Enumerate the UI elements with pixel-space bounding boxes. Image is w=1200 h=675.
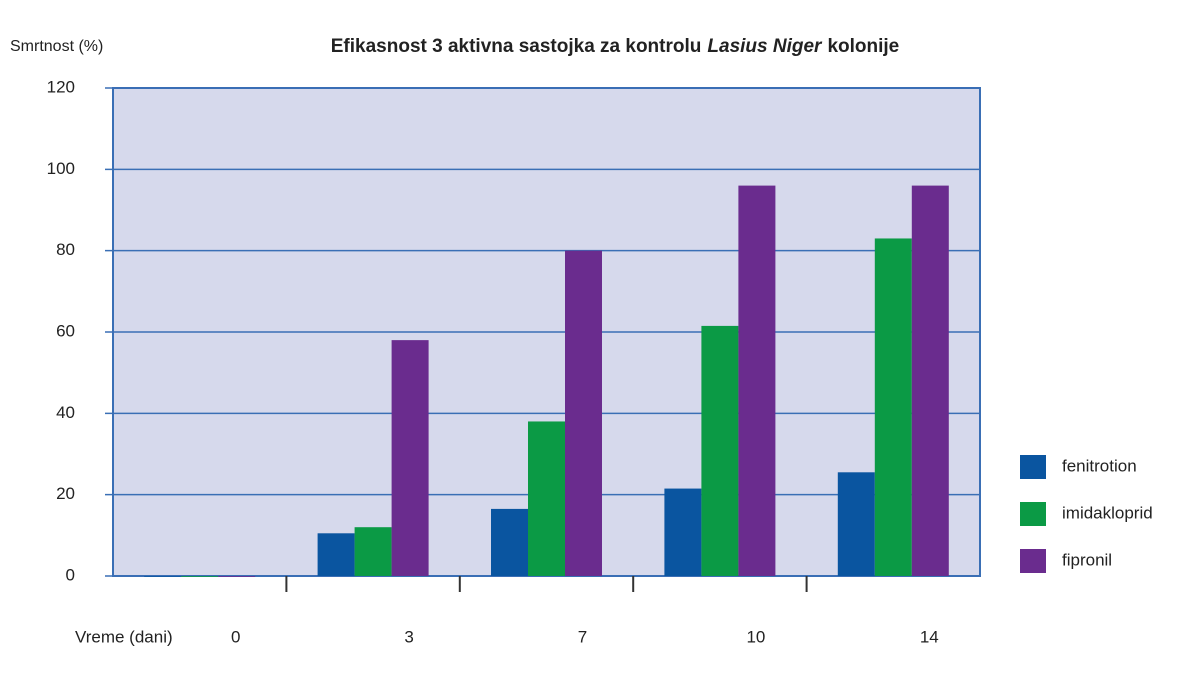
x-tick-label: 10: [746, 627, 765, 646]
bar: [565, 250, 602, 576]
bar: [837, 472, 875, 576]
x-tick-label: 14: [920, 627, 939, 646]
bar: [664, 488, 702, 576]
y-tick-label: 100: [47, 159, 75, 178]
bar: [911, 185, 949, 576]
x-axis-label: Vreme (dani): [75, 627, 173, 646]
y-tick-label: 40: [56, 403, 75, 422]
bar: [144, 576, 182, 577]
legend-label: imidakloprid: [1062, 503, 1153, 522]
bar: [317, 533, 355, 576]
y-axis-label: Smrtnost (%): [10, 38, 103, 55]
y-tick-label: 60: [56, 321, 75, 340]
chart-title: Efikasnost 3 aktivna sastojka za kontrol…: [331, 36, 899, 57]
bar: [491, 508, 528, 576]
x-tick-label: 3: [404, 627, 413, 646]
bar: [218, 576, 256, 577]
bar: [528, 421, 565, 576]
y-tick-label: 20: [56, 484, 75, 503]
y-tick-label: 120: [47, 77, 75, 96]
bar: [701, 325, 739, 576]
legend-label: fenitrotion: [1062, 456, 1137, 475]
bar: [738, 185, 776, 576]
legend-swatch: [1020, 549, 1046, 573]
title-part: Efikasnost 3 aktivna sastojka za kontrol…: [331, 36, 702, 57]
bar: [874, 238, 912, 576]
legend-label: fipronil: [1062, 550, 1112, 569]
legend-swatch: [1020, 455, 1046, 479]
legend-swatch: [1020, 502, 1046, 526]
title-part: Lasius Niger: [707, 36, 823, 57]
x-tick-label: 0: [231, 627, 240, 646]
y-tick-label: 0: [66, 565, 75, 584]
x-tick-label: 7: [578, 627, 587, 646]
y-tick-label: 80: [56, 240, 75, 259]
bar: [391, 340, 429, 576]
title-part: kolonije: [827, 36, 899, 57]
bar: [354, 527, 392, 576]
bar: [181, 576, 219, 577]
